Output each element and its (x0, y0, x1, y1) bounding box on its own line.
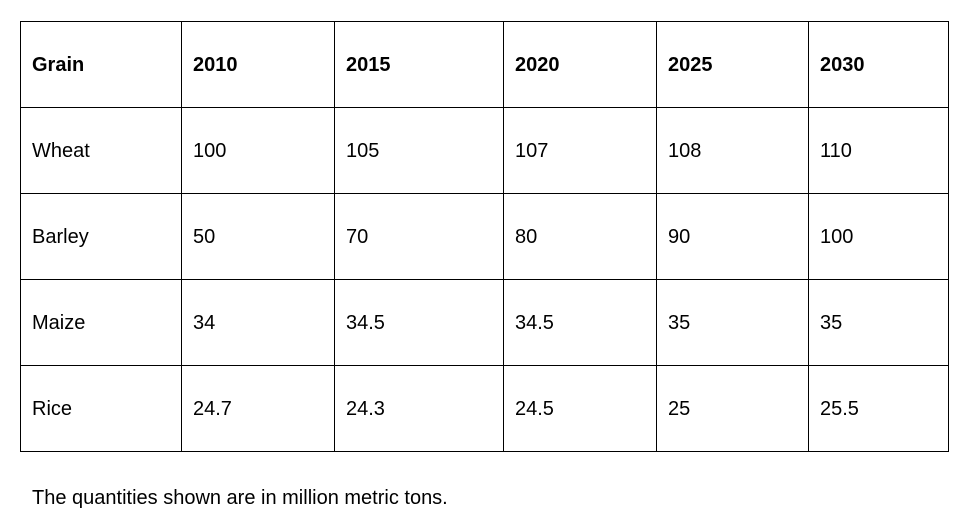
value-cell: 108 (656, 107, 809, 194)
value-cell: 25.5 (808, 365, 949, 452)
value-cell: 34.5 (503, 279, 657, 366)
value-cell: 50 (181, 193, 335, 280)
value-cell: 35 (808, 279, 949, 366)
header-cell-2030: 2030 (808, 21, 949, 108)
value-cell: 25 (656, 365, 809, 452)
value-cell: 100 (808, 193, 949, 280)
grain-name-cell: Rice (20, 365, 182, 452)
header-cell-2025: 2025 (656, 21, 809, 108)
value-cell: 34.5 (334, 279, 504, 366)
grain-name-cell: Maize (20, 279, 182, 366)
value-cell: 24.5 (503, 365, 657, 452)
grain-production-table: Grain 2010 2015 2020 2025 2030 Wheat 100… (20, 21, 949, 452)
units-note: The quantities shown are in million metr… (32, 487, 448, 509)
table-row: Maize 34 34.5 34.5 35 35 (20, 279, 949, 366)
table-row: Wheat 100 105 107 108 110 (20, 107, 949, 194)
grain-name-cell: Wheat (20, 107, 182, 194)
value-cell: 24.7 (181, 365, 335, 452)
value-cell: 35 (656, 279, 809, 366)
table-header-row: Grain 2010 2015 2020 2025 2030 (20, 21, 949, 108)
table-row: Rice 24.7 24.3 24.5 25 25.5 (20, 365, 949, 452)
header-cell-2020: 2020 (503, 21, 657, 108)
table-row: Barley 50 70 80 90 100 (20, 193, 949, 280)
header-cell-2015: 2015 (334, 21, 504, 108)
value-cell: 90 (656, 193, 809, 280)
value-cell: 105 (334, 107, 504, 194)
value-cell: 24.3 (334, 365, 504, 452)
value-cell: 80 (503, 193, 657, 280)
value-cell: 110 (808, 107, 949, 194)
value-cell: 107 (503, 107, 657, 194)
value-cell: 100 (181, 107, 335, 194)
value-cell: 70 (334, 193, 504, 280)
grain-name-cell: Barley (20, 193, 182, 280)
header-cell-grain: Grain (20, 21, 182, 108)
header-cell-2010: 2010 (181, 21, 335, 108)
value-cell: 34 (181, 279, 335, 366)
